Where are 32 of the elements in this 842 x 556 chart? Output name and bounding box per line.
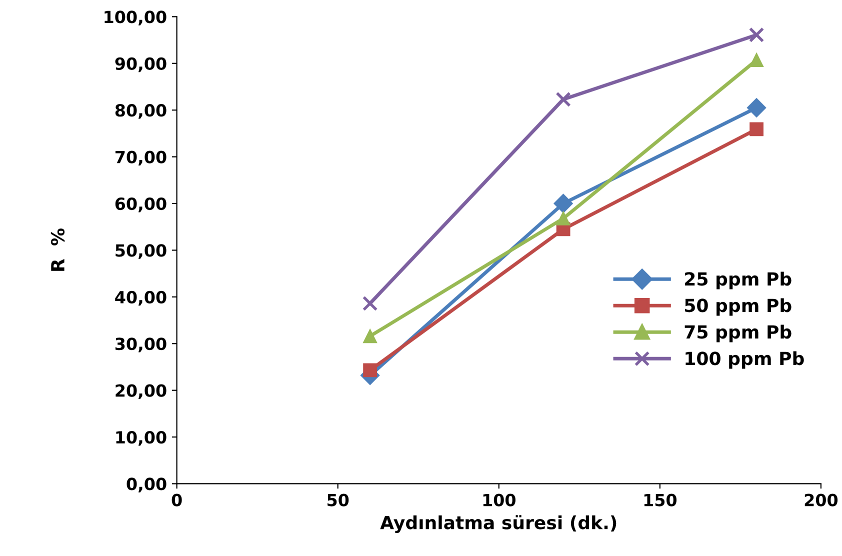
x-tick-label: 0: [172, 494, 182, 506]
point: [748, 27, 764, 43]
point: [750, 53, 764, 68]
point: [554, 194, 573, 214]
y-tick-label: 0,00: [126, 478, 166, 492]
point: [362, 296, 378, 312]
x-axis-title: Aydınlatma süresi (dk.): [380, 515, 616, 533]
y-tick-label: 10,00: [116, 430, 166, 446]
y-tick-label: 50,00: [116, 244, 166, 259]
point: [363, 329, 378, 344]
x-tick-label: 200: [804, 494, 838, 506]
point: [556, 92, 571, 107]
y-axis-title: R %: [50, 228, 65, 271]
legend-label: 100 ppm Pb: [686, 351, 804, 369]
y-tick-label: 40,00: [115, 290, 166, 306]
y-tick-label: 30,00: [115, 338, 166, 352]
point: [556, 211, 570, 226]
legend-label: 25 ppm Pb: [685, 272, 792, 290]
x-tick-label: 150: [644, 494, 677, 506]
y-tick-label: 60,00: [115, 197, 166, 212]
y-tick-label: 100,00: [104, 10, 166, 26]
point: [750, 122, 764, 136]
legend-label: 50 ppm Pb: [685, 298, 792, 316]
y-tick-label: 90,00: [115, 57, 166, 72]
x-tick-label: 100: [483, 494, 516, 506]
legend-label: 75 ppm Pb: [684, 324, 792, 342]
y-tick-label: 80,00: [115, 104, 166, 119]
y-tick-label: 20,00: [116, 384, 166, 400]
point: [363, 363, 378, 378]
y-tick-label: 70,00: [115, 150, 166, 166]
x-tick-label: 50: [328, 494, 349, 506]
point: [747, 98, 766, 118]
